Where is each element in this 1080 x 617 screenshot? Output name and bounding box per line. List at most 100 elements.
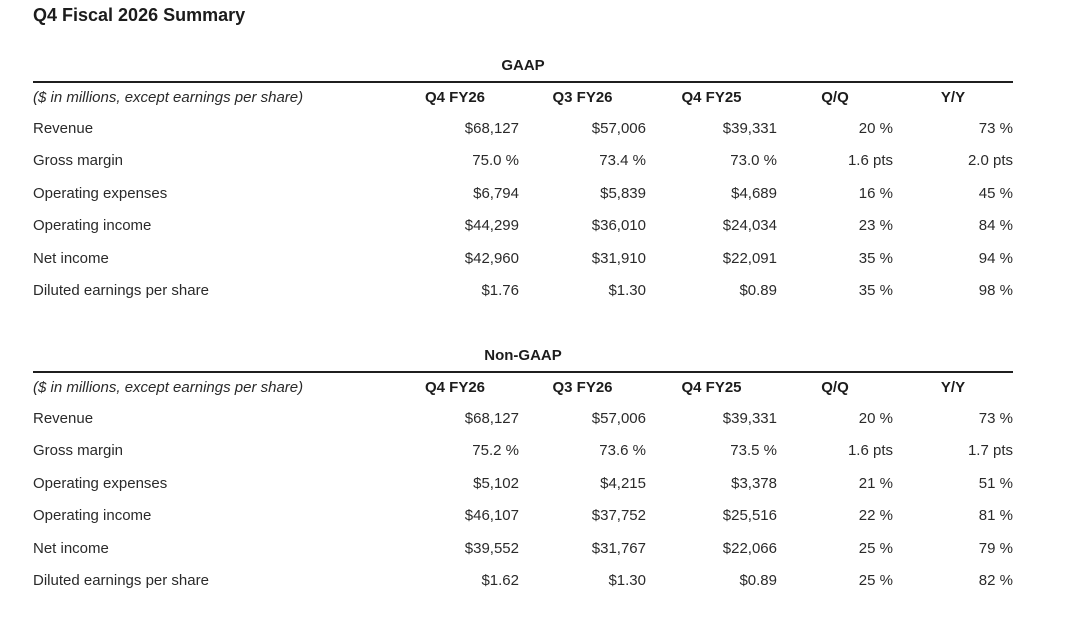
cell-value: 98 %: [978, 282, 1013, 300]
row-label: Operating income: [33, 507, 152, 525]
gaap-table-body: Revenue $68,127 $57,006 $39,331 20 % 73 % Gros…: [33, 112, 1013, 307]
cell-value: 73.0 %: [730, 152, 777, 170]
cell-value: $24,034: [722, 217, 777, 235]
column-header: Q4 FY25: [681, 379, 742, 396]
non-gaap-table-title: Non-GAAP: [484, 347, 562, 364]
cell-value: $57,006: [591, 119, 646, 137]
cell-value: $4,689: [731, 184, 777, 202]
cell-value: $1.30: [608, 282, 646, 300]
cell-value: 16 %: [858, 184, 893, 202]
row-label: Operating expenses: [33, 474, 168, 492]
non-gaap-table: Non-GAAP ($ in millions, except earnings…: [33, 347, 1013, 597]
cell-value: 51 %: [978, 474, 1013, 492]
cell-value: 82 %: [978, 572, 1013, 590]
column-header: Q3 FY26: [552, 89, 613, 106]
cell-value: 73.5 %: [730, 442, 777, 460]
gaap-table-title: GAAP: [501, 57, 545, 74]
column-header: Q4 FY26: [424, 379, 486, 396]
cell-value: $46,107: [464, 507, 519, 525]
column-header: Q/Q: [821, 379, 849, 396]
column-header: Y/Y: [940, 379, 966, 396]
cell-value: $22,091: [722, 249, 777, 267]
cell-value: 73.6 %: [599, 442, 646, 460]
cell-value: $5,102: [473, 474, 519, 492]
column-header: Q4 FY25: [681, 89, 742, 106]
cell-value: $39,331: [722, 119, 777, 137]
column-header: Y/Y: [940, 89, 966, 106]
cell-value: 81 %: [978, 507, 1013, 525]
cell-value: 73.4 %: [599, 152, 646, 170]
cell-value: $68,127: [464, 409, 519, 427]
row-label: Net income: [33, 539, 109, 557]
cell-value: $37,752: [591, 507, 646, 525]
cell-value: $4,215: [600, 474, 646, 492]
cell-value: 75.2 %: [472, 442, 519, 460]
cell-value: 35 %: [858, 249, 893, 267]
table-row: Revenue $68,127 $57,006 $39,331 20 % 73 %: [33, 402, 1013, 435]
cell-value: $0.89: [739, 572, 777, 590]
cell-value: $39,552: [464, 539, 519, 557]
table-row: Revenue $68,127 $57,006 $39,331 20 % 73 %: [33, 112, 1013, 145]
cell-value: $1.62: [481, 572, 519, 590]
table-row: Operating expenses $6,794 $5,839 $4,689 16 %…: [33, 177, 1013, 210]
table-row: Operating expenses $5,102 $4,215 $3,378 21 %…: [33, 467, 1013, 500]
non-gaap-table-header: ($ in millions, except earnings per shar…: [33, 372, 1013, 402]
cell-value: 20 %: [858, 409, 893, 427]
cell-value: $44,299: [464, 217, 519, 235]
table-row: Operating income $46,107 $37,752 $25,516 22 …: [33, 500, 1013, 533]
cell-value: 79 %: [978, 539, 1013, 557]
cell-value: 1.7 pts: [967, 442, 1013, 460]
cell-value: 45 %: [978, 184, 1013, 202]
cell-value: 25 %: [858, 572, 893, 590]
cell-value: 1.6 pts: [847, 152, 893, 170]
table-row: Net income $42,960 $31,910 $22,091 35 % 94 %: [33, 242, 1013, 275]
table-row: Operating income $44,299 $36,010 $24,034 23 …: [33, 210, 1013, 243]
table-row: Diluted earnings per share $1.62 $1.30 $0.8…: [33, 565, 1013, 598]
table-row: Net income $39,552 $31,767 $22,066 25 % 79 %: [33, 532, 1013, 565]
non-gaap-table-body: Revenue $68,127 $57,006 $39,331 20 % 73 % Gros…: [33, 402, 1013, 597]
cell-value: $22,066: [722, 539, 777, 557]
units-note: ($ in millions, except earnings per shar…: [33, 89, 304, 106]
row-label: Diluted earnings per share: [33, 572, 209, 590]
cell-value: $6,794: [473, 184, 519, 202]
column-header: Q3 FY26: [552, 379, 613, 396]
row-label: Operating income: [33, 217, 152, 235]
cell-value: $39,331: [722, 409, 777, 427]
row-label: Gross margin: [33, 152, 124, 170]
cell-value: $25,516: [722, 507, 777, 525]
cell-value: 73 %: [978, 119, 1013, 137]
row-label: Net income: [33, 249, 109, 267]
cell-value: 1.6 pts: [847, 442, 893, 460]
cell-value: $57,006: [591, 409, 646, 427]
cell-value: $3,378: [731, 474, 777, 492]
cell-value: 23 %: [858, 217, 893, 235]
cell-value: $31,767: [591, 539, 646, 557]
cell-value: $36,010: [591, 217, 646, 235]
row-label: Gross margin: [33, 442, 124, 460]
cell-value: $1.76: [481, 282, 519, 300]
gaap-table: GAAP ($ in millions, except earnings per…: [33, 57, 1013, 307]
column-header: Q4 FY26: [424, 89, 486, 106]
header-row: ($ in millions, except earnings per shar…: [33, 372, 1013, 402]
cell-value: 21 %: [858, 474, 893, 492]
cell-value: $0.89: [739, 282, 777, 300]
row-label: Revenue: [33, 119, 94, 137]
cell-value: $1.30: [608, 572, 646, 590]
cell-value: 2.0 pts: [967, 152, 1013, 170]
cell-value: 35 %: [858, 282, 893, 300]
cell-value: $42,960: [464, 249, 519, 267]
cell-value: $68,127: [464, 119, 519, 137]
header-row: ($ in millions, except earnings per shar…: [33, 82, 1013, 112]
gaap-table-header: ($ in millions, except earnings per shar…: [33, 82, 1013, 112]
cell-value: 22 %: [858, 507, 893, 525]
cell-value: 73 %: [978, 409, 1013, 427]
cell-value: 84 %: [978, 217, 1013, 235]
table-row: Gross margin 75.2 % 73.6 % 73.5 % 1.6 pts 1.7…: [33, 435, 1013, 468]
cell-value: 75.0 %: [472, 152, 519, 170]
row-label: Diluted earnings per share: [33, 282, 209, 300]
row-label: Revenue: [33, 409, 94, 427]
cell-value: $5,839: [600, 184, 646, 202]
cell-value: 94 %: [978, 249, 1013, 267]
table-row: Diluted earnings per share $1.76 $1.30 $0.8…: [33, 275, 1013, 308]
